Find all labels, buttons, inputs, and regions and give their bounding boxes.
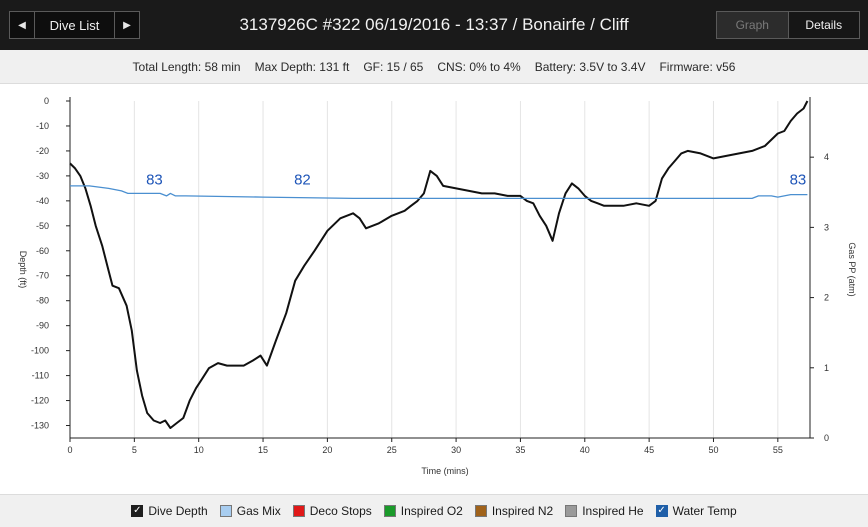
legend-label: Inspired N2: [491, 504, 554, 518]
legend-label: Gas Mix: [236, 504, 281, 518]
y-tick-label: 0: [44, 96, 49, 106]
dive-list-button[interactable]: Dive List: [34, 12, 115, 38]
top-bar: ◀ Dive List ▶ 3137926C #322 06/19/2016 -…: [0, 0, 868, 50]
temp-label: 82: [294, 171, 311, 188]
next-arrow-icon[interactable]: ▶: [123, 19, 131, 31]
dive-info-bar: Total Length: 58 min Max Depth: 131 ft G…: [0, 50, 868, 84]
y-tick-label: -120: [31, 396, 49, 406]
checkbox-icon[interactable]: ✓: [131, 505, 144, 517]
legend-water-temp[interactable]: ✓ Water Temp: [655, 504, 737, 518]
y2-tick-label: 3: [824, 222, 829, 232]
checkbox-icon[interactable]: ✓: [655, 505, 668, 517]
legend: ✓ Dive Depth Gas Mix Deco Stops Inspired…: [0, 494, 868, 527]
y-tick-label: -100: [31, 346, 49, 356]
legend-inspired-o2[interactable]: Inspired O2: [383, 504, 463, 518]
firmware: Firmware: v56: [659, 59, 736, 74]
y2-tick-label: 4: [824, 152, 829, 162]
checkbox-icon[interactable]: [383, 505, 396, 517]
y2-tick-label: 1: [824, 363, 829, 373]
y-tick-label: -110: [32, 371, 49, 381]
cns: CNS: 0% to 4%: [437, 59, 521, 74]
legend-label: Water Temp: [672, 504, 737, 518]
x-tick-label: 30: [451, 445, 461, 455]
x-tick-label: 20: [322, 445, 332, 455]
x-tick-label: 15: [258, 445, 268, 455]
graph-button[interactable]: Graph: [717, 12, 789, 38]
checkbox-icon[interactable]: [565, 505, 578, 517]
battery: Battery: 3.5V to 3.4V: [534, 59, 646, 74]
total-length: Total Length: 58 min: [132, 59, 241, 74]
dive-depth-line: [69, 100, 809, 429]
chart-canvas: 0 5 10 15 20 25 30 35 40 45 50 550-10-20-30-40-50-6…: [18, 96, 857, 476]
y-tick-label: -130: [31, 421, 49, 431]
x-tick-label: 25: [387, 445, 397, 455]
details-button[interactable]: Details: [788, 12, 859, 38]
gradient-factors: GF: 15 / 65: [363, 59, 424, 74]
legend-label: Inspired He: [582, 504, 644, 518]
legend-gas-mix[interactable]: Gas Mix: [219, 504, 281, 518]
x-tick-label: 35: [515, 445, 525, 455]
legend-label: Inspired O2: [400, 504, 463, 518]
view-toggle: Graph Details: [716, 11, 860, 39]
dive-list-nav: ◀ Dive List ▶: [9, 11, 140, 39]
y-tick-label: -10: [36, 121, 49, 131]
legend-dive-depth[interactable]: ✓ Dive Depth: [131, 504, 208, 518]
x-axis-label: Time (mins): [421, 466, 468, 476]
y-tick-label: -50: [36, 221, 49, 231]
y2-axis-label: Gas PP (atm): [847, 242, 857, 296]
x-tick-label: 40: [580, 445, 590, 455]
x-tick-label: 50: [708, 445, 718, 455]
legend-deco-stops[interactable]: Deco Stops: [292, 504, 372, 518]
x-tick-label: 0: [67, 445, 72, 455]
dive-profile-chart: 0 5 10 15 20 25 30 35 40 45 50 55 0 -10 -20 -30 -40 -50 -6…: [0, 85, 868, 485]
dive-title: 3137926C #322 06/19/2016 - 13:37 / Bonai…: [239, 15, 629, 34]
y-tick-label: -40: [36, 196, 49, 206]
y-axis-label: Depth (ft): [18, 251, 28, 289]
y2-tick-label: 2: [824, 293, 829, 303]
max-depth: Max Depth: 131 ft: [254, 59, 350, 74]
legend-label: Deco Stops: [309, 504, 372, 518]
checkbox-icon[interactable]: [292, 505, 305, 517]
legend-inspired-he[interactable]: Inspired He: [565, 504, 644, 518]
y-tick-label: -70: [36, 271, 49, 281]
legend-inspired-n2[interactable]: Inspired N2: [474, 504, 554, 518]
x-tick-label: 10: [194, 445, 204, 455]
y-tick-label: -60: [36, 246, 49, 256]
temp-label: 83: [146, 171, 163, 188]
legend-label: Dive Depth: [148, 504, 208, 518]
temp-label: 83: [790, 171, 807, 188]
y2-tick-label: 0: [824, 433, 829, 443]
y-tick-label: -90: [36, 321, 49, 331]
x-tick-label: 55: [773, 445, 783, 455]
y-tick-label: -20: [36, 146, 49, 156]
water-temp-line: [70, 185, 808, 200]
x-tick-label: 45: [644, 445, 654, 455]
y-tick-label: -30: [36, 171, 49, 181]
checkbox-icon[interactable]: [474, 505, 487, 517]
x-tick-label: 5: [132, 445, 137, 455]
previous-arrow-icon[interactable]: ◀: [18, 19, 26, 31]
y-tick-label: -80: [36, 296, 49, 306]
checkbox-icon[interactable]: [219, 505, 232, 517]
